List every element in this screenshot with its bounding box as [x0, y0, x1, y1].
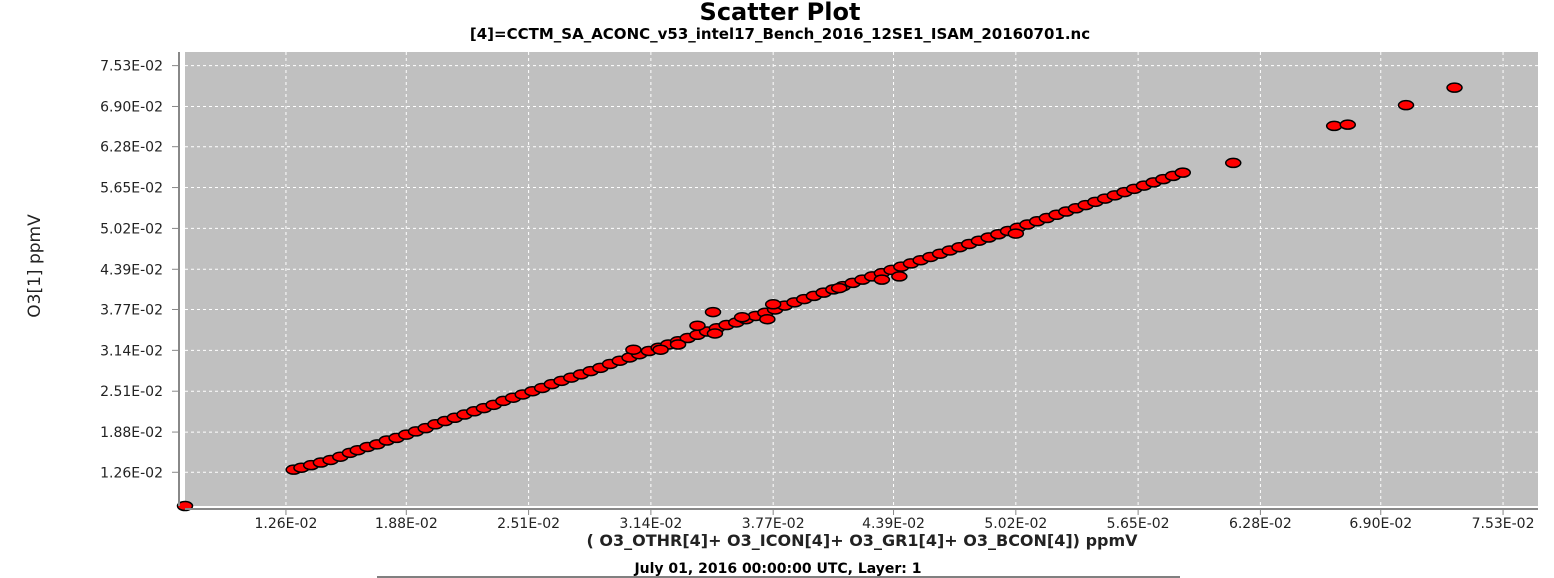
x-axis-ticks: 1.26E-02 1.88E-02 2.51E-02 3.14E-02 3.77E-02…	[254, 509, 1535, 532]
scatter-point	[1325, 120, 1343, 132]
scatter-point	[704, 306, 722, 318]
y-tick-label: 6.28E-02	[100, 140, 163, 156]
scatter-point	[625, 344, 642, 355]
y-tick-label: 3.14E-02	[100, 343, 163, 359]
scatter-point	[706, 328, 724, 339]
x-tick-label: 1.88E-02	[375, 516, 438, 532]
scatter-point	[1446, 82, 1463, 93]
x-tick-label: 3.77E-02	[742, 516, 805, 532]
scatter-point	[669, 339, 687, 350]
x-tick-label: 6.90E-02	[1349, 516, 1412, 532]
y-tick-label: 1.88E-02	[100, 425, 163, 441]
y-tick-label: 2.51E-02	[100, 384, 163, 400]
scatter-point	[830, 282, 848, 294]
y-tick-label: 6.90E-02	[100, 99, 163, 115]
x-tick-label: 6.28E-02	[1229, 516, 1292, 532]
x-tick-label: 1.26E-02	[254, 516, 317, 532]
x-tick-label: 4.39E-02	[862, 516, 925, 532]
scatter-point	[652, 344, 669, 355]
y-tick-label: 4.39E-02	[100, 262, 163, 278]
x-axis-label: ( O3_OTHR[4]+ O3_ICON[4]+ O3_GR1[4]+ O3_…	[586, 531, 1138, 550]
scatter-point	[1397, 99, 1415, 111]
scatter-point	[1339, 119, 1357, 130]
y-tick-label: 3.77E-02	[100, 302, 163, 318]
x-tick-label: 7.53E-02	[1472, 516, 1535, 532]
chart-subtitle: [4]=CCTM_SA_ACONC_v53_intel17_Bench_2016…	[470, 25, 1090, 43]
y-tick-label: 7.53E-02	[100, 59, 163, 75]
scatter-point	[1224, 157, 1242, 169]
scatter-point	[891, 271, 908, 282]
scatter-point	[689, 320, 706, 331]
scatter-point	[733, 312, 751, 323]
x-tick-label: 5.65E-02	[1107, 516, 1170, 532]
grid-lines	[185, 52, 1538, 506]
scatter-point	[873, 274, 891, 285]
footer-timestamp: July 01, 2016 00:00:00 UTC, Layer: 1	[633, 561, 921, 577]
scatter-point	[1007, 228, 1025, 239]
y-axis-label: O3[1] ppmV	[25, 214, 45, 318]
scatter-point	[1174, 167, 1192, 178]
scatter-point	[764, 299, 782, 310]
x-tick-label: 2.51E-02	[497, 516, 560, 532]
data-points	[176, 82, 1463, 512]
scatter-point	[759, 313, 776, 325]
y-axis-ticks: 1.26E-02 1.88E-02 2.51E-02 3.14E-02 3.77E-02…	[100, 59, 179, 481]
x-tick-label: 5.02E-02	[984, 516, 1047, 532]
chart-title: Scatter Plot	[700, 0, 861, 26]
y-tick-label: 5.65E-02	[100, 181, 163, 197]
y-tick-label: 1.26E-02	[100, 465, 163, 481]
x-tick-label: 3.14E-02	[619, 516, 682, 532]
y-tick-label: 5.02E-02	[100, 221, 163, 237]
